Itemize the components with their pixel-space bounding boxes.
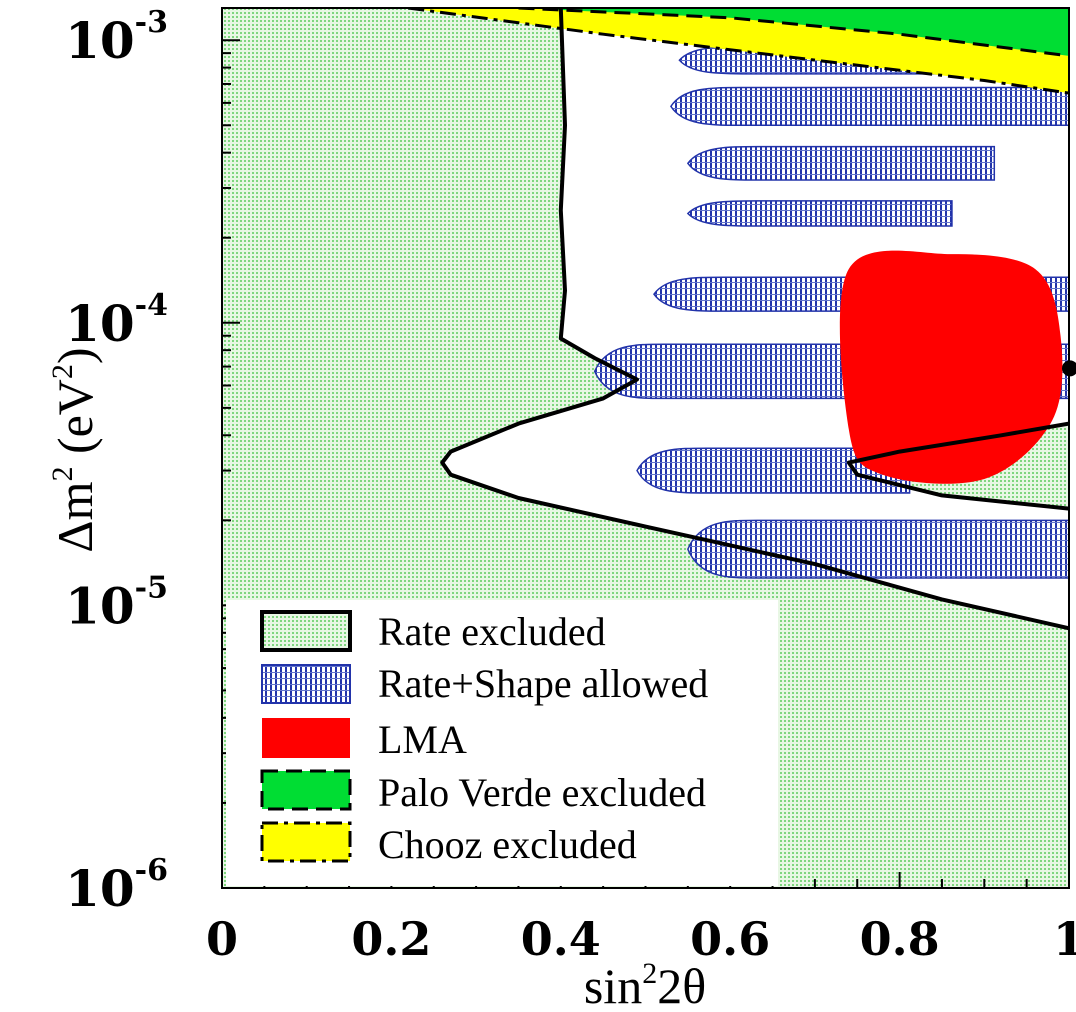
legend-swatch-rate-excluded (260, 610, 352, 652)
x-tick-label: 0.2 (351, 912, 431, 966)
rate-shape-band-3 (670, 86, 1069, 127)
legend-label-lma: LMA (378, 717, 467, 762)
x-axis-title: sin22θ (584, 957, 706, 1012)
palo-verde-excluded-region (518, 8, 1069, 56)
legend-swatch-rate-shape-allowed (261, 664, 351, 704)
rate-shape-band-9 (687, 519, 1069, 579)
y-axis-title: Δm2 (eV2) (46, 347, 103, 552)
rate-shape-band-4 (686, 145, 996, 181)
y-tick-label: 10-6 (65, 853, 168, 918)
x-tick-label: 1 (1053, 912, 1076, 966)
legend: Rate excluded Rate+Shape allowed LMA Pal… (226, 600, 778, 886)
best-fit-point (1062, 360, 1076, 377)
legend-swatch-lma (262, 718, 350, 758)
legend-swatch-palo-verde (260, 769, 352, 811)
x-tick-label: 0.8 (860, 912, 940, 966)
chooz-boundary (408, 8, 1069, 95)
legend-swatch-chooz (260, 821, 352, 863)
y-tick-label: 10-5 (65, 570, 168, 635)
lma-region (839, 250, 1063, 484)
x-tick-label: 0.4 (521, 912, 601, 966)
y-tick-label: 10-4 (65, 288, 168, 353)
rate-excluded-island-contour (846, 421, 1069, 511)
y-tick-label: 10-3 (65, 5, 168, 70)
rate-shape-band-5 (686, 200, 953, 227)
legend-label-rate-excluded: Rate excluded (378, 609, 606, 654)
legend-label-chooz: Chooz excluded (378, 822, 637, 867)
plot-area (222, 8, 1069, 888)
axes: 0 0.2 0.4 0.6 0.8 1 10-6 10-5 10-4 10-3 (65, 5, 1076, 966)
palo-verde-boundary (518, 8, 1069, 58)
legend-label-rate-shape-allowed: Rate+Shape allowed (378, 661, 708, 706)
x-tick-label: 0 (206, 912, 238, 966)
x-tick-label: 0.6 (690, 912, 770, 966)
rate-excluded-contour (440, 8, 1069, 631)
legend-label-palo-verde: Palo Verde excluded (378, 770, 706, 815)
